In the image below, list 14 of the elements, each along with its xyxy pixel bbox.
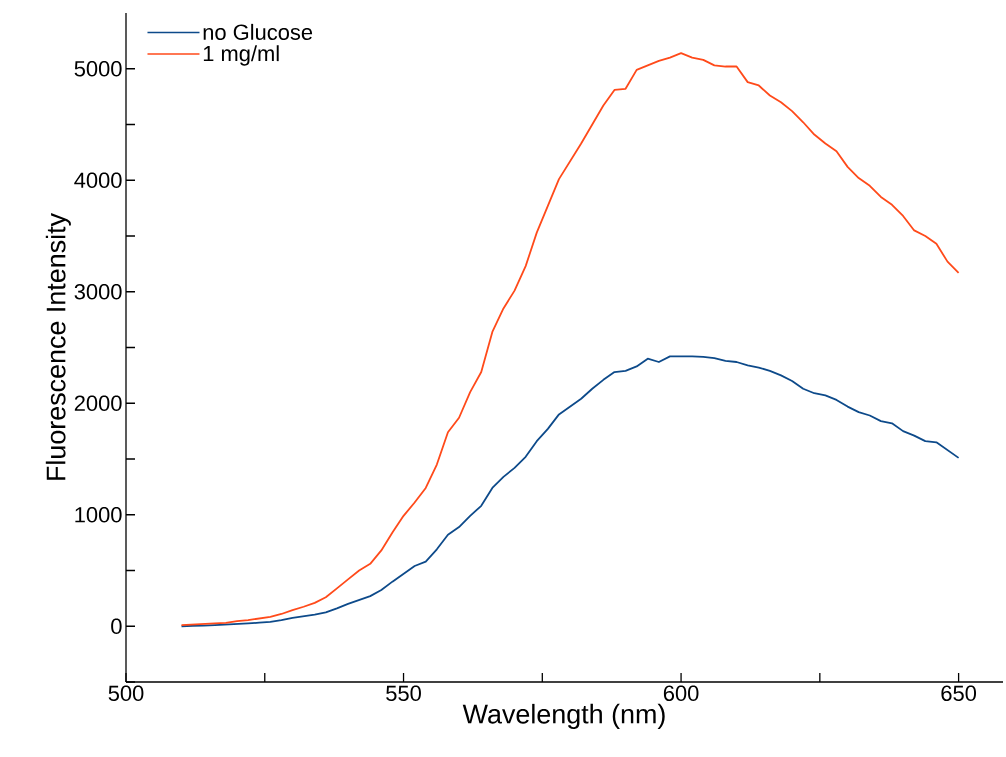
y-tick-label: 2000 [74, 395, 122, 412]
y-tick-label: 3000 [74, 283, 122, 300]
x-tick-label: 550 [386, 685, 421, 702]
x-axis-title: Wavelength (nm) [462, 703, 665, 729]
x-tick-label: 500 [108, 685, 144, 702]
y-tick-label: 5000 [74, 60, 122, 77]
x-tick-label: 650 [941, 685, 977, 702]
legend-label: no Glucose [203, 23, 313, 40]
y-tick-label: 1000 [75, 506, 122, 523]
x-tick-label: 600 [663, 685, 699, 702]
y-axis-title: Fluorescence Intensity [45, 213, 71, 480]
legend-label: 1 mg/ml [203, 45, 279, 66]
y-tick-label: 0 [111, 618, 122, 635]
y-tick-label: 4000 [74, 172, 122, 189]
